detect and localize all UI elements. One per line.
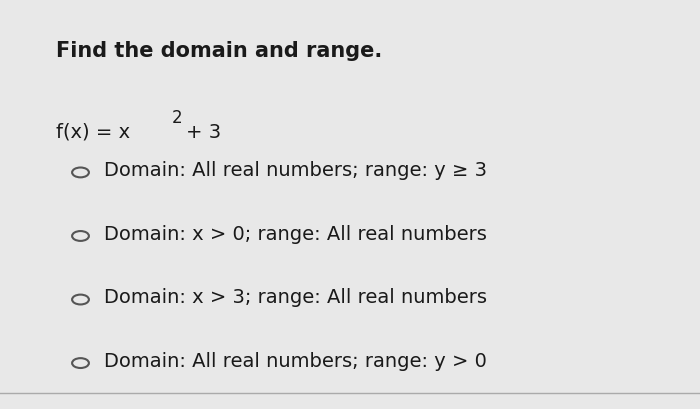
Text: f(x) = x: f(x) = x [56, 123, 130, 142]
Text: 2: 2 [172, 108, 182, 126]
Text: Domain: x > 0; range: All real numbers: Domain: x > 0; range: All real numbers [104, 225, 486, 243]
Text: Find the domain and range.: Find the domain and range. [56, 41, 382, 61]
Text: Domain: All real numbers; range: y > 0: Domain: All real numbers; range: y > 0 [104, 351, 486, 370]
Text: + 3: + 3 [186, 123, 220, 142]
Text: Domain: x > 3; range: All real numbers: Domain: x > 3; range: All real numbers [104, 288, 486, 307]
Text: Domain: All real numbers; range: y ≥ 3: Domain: All real numbers; range: y ≥ 3 [104, 161, 486, 180]
